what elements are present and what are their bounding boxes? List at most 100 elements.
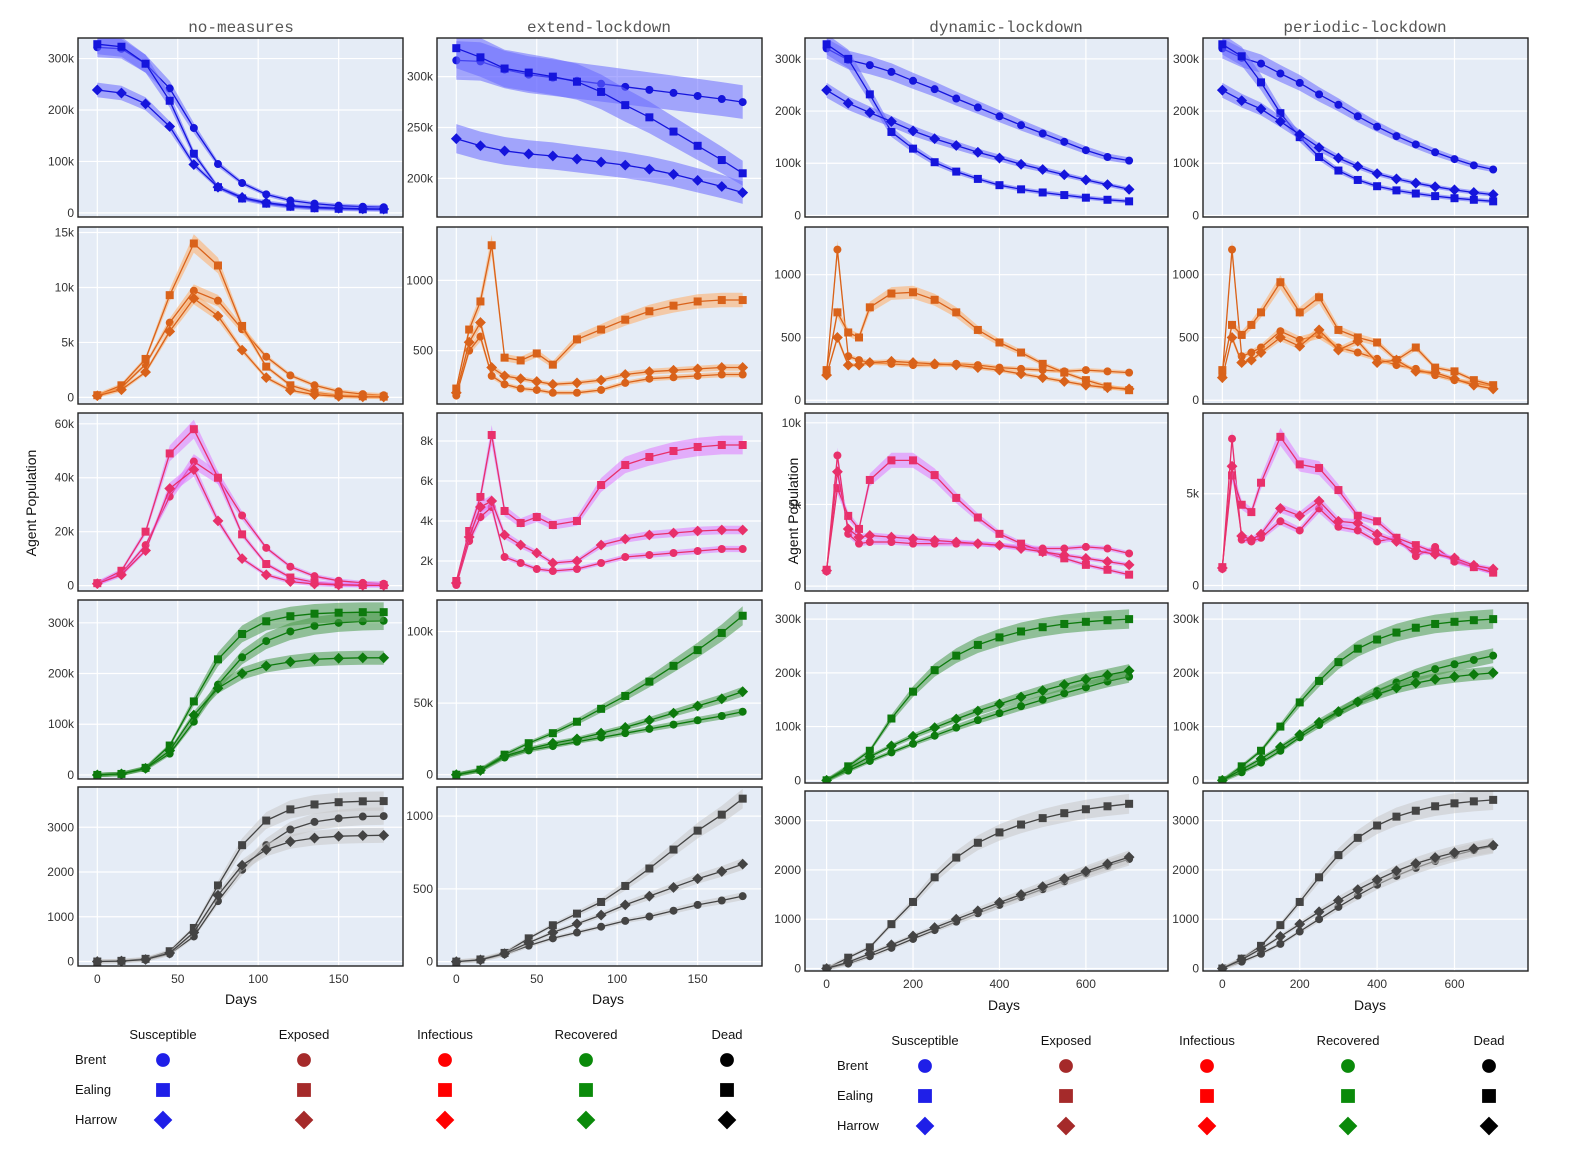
data-point-harrow (668, 707, 679, 719)
data-point-harrow (1332, 152, 1344, 164)
data-point-harrow (1487, 667, 1499, 679)
data-point-harrow (333, 202, 345, 214)
data-point-ealing (310, 800, 319, 809)
data-point-brent (1257, 59, 1266, 68)
data-point-brent (1103, 152, 1112, 161)
legend-marker-exposed-brent (1059, 1059, 1073, 1073)
y-tick-label: 2000 (774, 863, 801, 877)
data-point-harrow (595, 909, 607, 921)
data-point-ealing (865, 303, 874, 312)
y-tick-label: 100k (775, 720, 802, 734)
data-point-ealing (669, 301, 678, 310)
x-tick-label: 200 (1290, 977, 1310, 991)
data-point-ealing (1315, 873, 1324, 882)
x-axis-label-dynamic-lockdown: Days (988, 997, 1020, 1013)
data-point-harrow (531, 376, 543, 387)
data-point-harrow (357, 391, 369, 403)
data-point-harrow (1487, 189, 1499, 200)
plot-frame (1202, 790, 1529, 972)
data-point-harrow (1449, 671, 1460, 683)
data-point-harrow (1449, 373, 1460, 385)
data-point-ealing (1334, 486, 1343, 495)
panel-extend-lockdown-exposed: 500 1000 (406, 226, 763, 405)
data-point-brent (1431, 148, 1440, 157)
data-point-ealing (1038, 359, 1047, 368)
data-point-ealing (379, 797, 388, 806)
data-point-brent (1489, 165, 1498, 174)
legend-marker-susceptible-harrow (153, 1110, 173, 1130)
plot-frame (77, 599, 404, 780)
data-point-harrow (619, 533, 631, 545)
data-point-harrow (1216, 372, 1228, 384)
uncertainty-band-brent (1222, 38, 1494, 173)
data-point-harrow (886, 740, 897, 752)
data-point-ealing (93, 40, 102, 49)
y-tick-label: 1000 (774, 268, 801, 282)
uncertainty-band-ealing (97, 38, 384, 212)
panels-layer: 0 100k 200k 300k 0 5k 10k 15k 0 20k 40k 60k 0 100k 200… (47, 37, 1529, 991)
data-point-harrow (1037, 881, 1049, 893)
data-point-ealing (887, 289, 896, 298)
data-point-ealing (141, 527, 150, 536)
data-point-ealing (213, 881, 222, 890)
y-tick-label: 5k (788, 497, 802, 511)
data-point-harrow (547, 737, 559, 749)
data-point-harrow (1429, 548, 1441, 560)
data-point-harrow (1313, 716, 1325, 728)
data-point-harrow (994, 364, 1005, 376)
data-point-harrow (1255, 347, 1267, 358)
y-tick-label: 3000 (1172, 814, 1199, 828)
data-point-harrow (643, 890, 655, 902)
panel-periodic-lockdown-recovered: 0 100k 200k 300k (1173, 602, 1529, 787)
data-point-harrow (1332, 344, 1344, 356)
plot-frame (77, 412, 404, 592)
data-point-harrow (1080, 673, 1092, 685)
plot-frame (77, 786, 404, 967)
data-point-harrow (716, 181, 728, 192)
legend-borough-ealing: Ealing (837, 1088, 873, 1103)
y-tick-label: 100k (48, 154, 75, 168)
data-point-ealing (213, 473, 222, 482)
data-point-brent (310, 817, 319, 826)
data-point-harrow (212, 181, 224, 193)
data-point-harrow (972, 146, 984, 158)
data-point-brent (693, 900, 702, 909)
y-tick-label: 0 (1192, 393, 1199, 407)
data-point-ealing (1489, 615, 1498, 624)
data-point-ealing (1017, 348, 1026, 357)
y-tick-label: 200k (48, 103, 75, 117)
data-point-brent (1017, 702, 1026, 711)
data-point-ealing (165, 96, 174, 105)
data-point-harrow (692, 363, 704, 375)
data-point-harrow (188, 293, 200, 304)
data-point-brent (973, 103, 982, 112)
y-tick-label: 0 (426, 955, 433, 969)
data-point-ealing (1373, 182, 1382, 191)
data-point-harrow (378, 579, 390, 591)
data-point-harrow (1352, 696, 1364, 708)
legend-state-infectious: Infectious (417, 1027, 473, 1042)
data-point-harrow (378, 391, 390, 403)
series-group (1216, 791, 1499, 971)
data-point-ealing (262, 617, 271, 626)
data-point-ealing (597, 325, 606, 334)
data-point-brent (1373, 122, 1382, 131)
data-point-harrow (1429, 673, 1441, 685)
data-point-harrow (1236, 954, 1248, 966)
data-point-harrow (486, 362, 498, 373)
data-point-ealing (717, 810, 726, 819)
plot-frame (804, 226, 1169, 405)
data-point-harrow (1371, 357, 1383, 369)
column-title-periodic-lockdown: periodic-lockdown (1283, 19, 1446, 37)
data-point-brent (833, 245, 842, 254)
data-point-brent (909, 76, 918, 85)
uncertainty-band-harrow (826, 464, 1130, 573)
data-point-ealing (621, 101, 630, 110)
data-point-brent (262, 190, 271, 199)
data-point-ealing (1315, 464, 1324, 473)
data-point-ealing (334, 608, 343, 617)
data-point-ealing (1103, 565, 1112, 574)
data-point-ealing (1081, 193, 1090, 202)
data-point-ealing (572, 717, 581, 726)
